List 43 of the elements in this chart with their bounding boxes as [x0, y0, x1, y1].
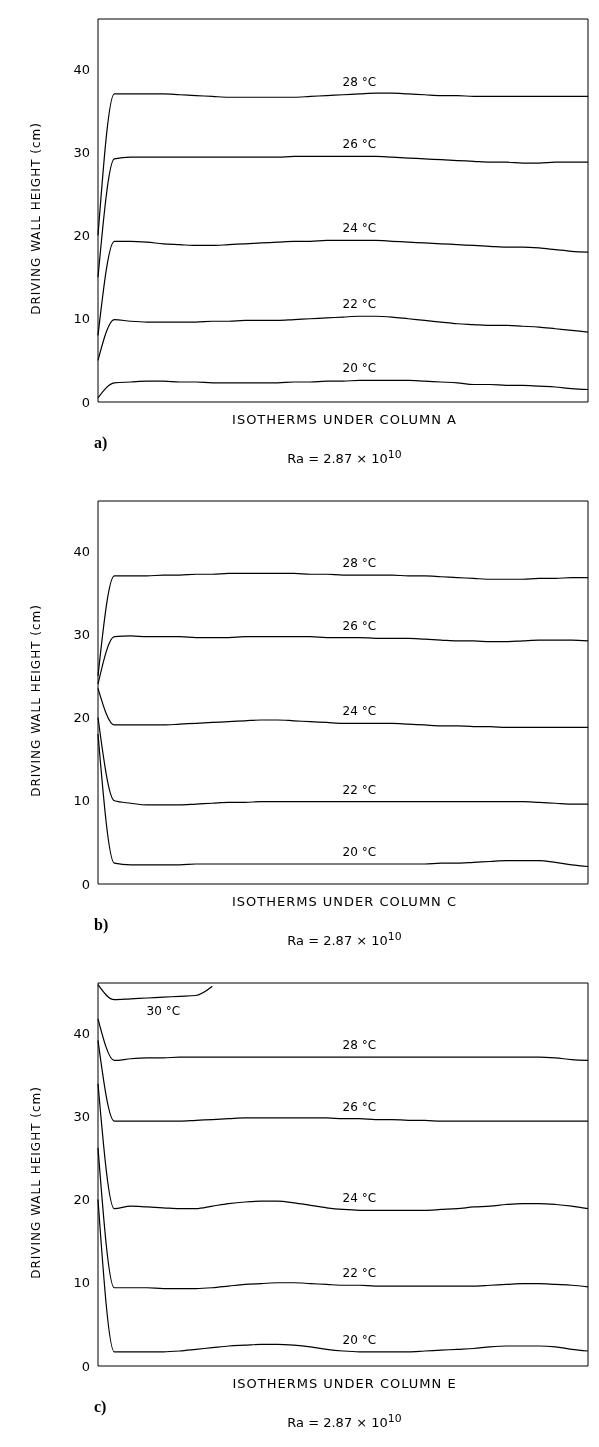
- x-axis-title: ISOTHERMS UNDER COLUMN A: [231, 412, 458, 427]
- series-label: 22 °C: [342, 782, 377, 797]
- text: Ra = 2.87 × 10$^{10}$: [287, 448, 402, 467]
- y-tick-label: 0: [81, 1358, 90, 1374]
- series-label: 28 °C: [342, 74, 377, 89]
- series-label: 22 °C: [342, 297, 377, 312]
- series-label: 28 °C: [342, 556, 377, 571]
- series-label: 30 °C: [146, 1004, 181, 1019]
- series-label: 24 °C: [342, 1191, 377, 1206]
- y-tick-label: 20: [73, 1192, 90, 1208]
- y-axis-title: DRIVING WALL HEIGHT (cm): [28, 603, 44, 797]
- y-tick-label: 30: [73, 1108, 90, 1124]
- text: c): [94, 1398, 107, 1416]
- series-label: 28 °C: [342, 1038, 377, 1053]
- text: a): [94, 434, 108, 452]
- series-label: 26 °C: [342, 137, 377, 152]
- y-axis-title: DRIVING WALL HEIGHT (cm): [28, 121, 44, 315]
- series-label: 24 °C: [342, 704, 377, 719]
- y-tick-label: 10: [73, 793, 90, 809]
- y-tick-label: 10: [73, 1275, 90, 1291]
- y-tick-label: 30: [73, 626, 90, 642]
- text: Ra = 2.87 × 10$^{10}$: [287, 1412, 402, 1431]
- y-tick-label: 40: [73, 543, 90, 559]
- y-tick-label: 0: [81, 876, 90, 892]
- text: b): [94, 916, 109, 934]
- y-tick-label: 0: [81, 394, 90, 410]
- series-label: 24 °C: [342, 221, 377, 236]
- x-axis-title: ISOTHERMS UNDER COLUMN E: [231, 1376, 458, 1391]
- series-label: 20 °C: [342, 845, 377, 860]
- x-axis-title: ISOTHERMS UNDER COLUMN C: [230, 894, 459, 909]
- y-tick-label: 20: [73, 710, 90, 726]
- series-label: 26 °C: [342, 618, 377, 633]
- y-tick-label: 40: [73, 1025, 90, 1041]
- y-tick-label: 30: [73, 144, 90, 160]
- y-tick-label: 40: [73, 61, 90, 77]
- text: Ra = 2.87 × 10$^{10}$: [287, 930, 402, 949]
- series-label: 22 °C: [342, 1266, 377, 1281]
- series-label: 26 °C: [342, 1099, 377, 1114]
- series-label: 20 °C: [342, 1332, 377, 1347]
- y-tick-label: 10: [73, 311, 90, 327]
- y-tick-label: 20: [73, 228, 90, 244]
- y-axis-title: DRIVING WALL HEIGHT (cm): [28, 1085, 44, 1279]
- series-label: 20 °C: [342, 361, 377, 376]
